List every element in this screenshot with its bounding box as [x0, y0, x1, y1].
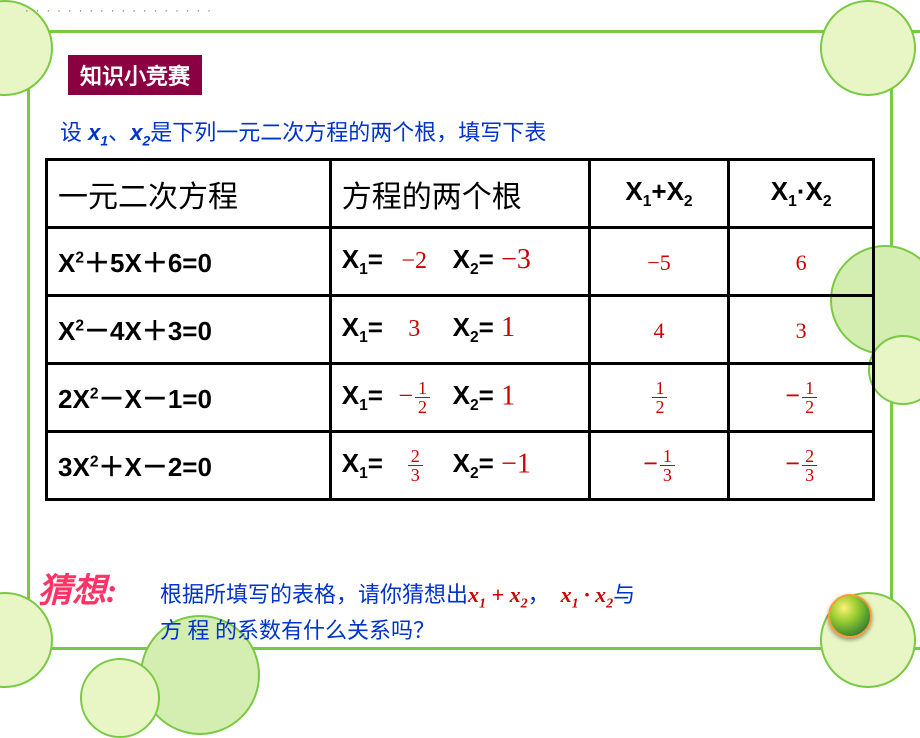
hdr-roots: 方程的两个根 [330, 160, 589, 228]
cell-sum: 12 [589, 364, 729, 432]
cell-roots: X1= 23 X2= −1 [330, 432, 589, 500]
equation-table: 一元二次方程 方程的两个根 X1+X2 X1·X2 X2＋5X＋6=0X1= −… [45, 158, 875, 501]
hdr-prod: X1·X2 [729, 160, 874, 228]
border-top [0, 30, 920, 33]
section-badge: 知识小竞赛 [68, 55, 202, 95]
table-row: 2X2－X－1=0X1= −12 X2= 112−12 [47, 364, 874, 432]
intro-prefix: 设 [60, 120, 88, 145]
table-row: 3X2＋X－2=0X1= 23 X2= −1−13−23 [47, 432, 874, 500]
toolbar-hint: · · · · · · · · · · · · · · · · · · [25, 5, 213, 23]
cell-prod: 6 [729, 228, 874, 296]
intro-text: 设 x1、x2是下列一元二次方程的两个根，填写下表 [60, 115, 546, 148]
cell-prod: −23 [729, 432, 874, 500]
cell-prod: −12 [729, 364, 874, 432]
table-row: X2－4X＋3=0X1= 3 X2= 143 [47, 296, 874, 364]
cell-sum: −13 [589, 432, 729, 500]
cell-equation: 3X2＋X－2=0 [47, 432, 331, 500]
table-header-row: 一元二次方程 方程的两个根 X1+X2 X1·X2 [47, 160, 874, 228]
hdr-sum: X1+X2 [589, 160, 729, 228]
cell-sum: 4 [589, 296, 729, 364]
cell-roots: X1= −2 X2= −3 [330, 228, 589, 296]
guess-label: 猜想: [38, 563, 117, 612]
cell-sum: −5 [589, 228, 729, 296]
cell-roots: X1= 3 X2= 1 [330, 296, 589, 364]
border-left [27, 57, 30, 647]
cell-roots: X1= −12 X2= 1 [330, 364, 589, 432]
bg-circle [820, 0, 916, 96]
table-row: X2＋5X＋6=0X1= −2 X2= −3−56 [47, 228, 874, 296]
cell-equation: X2－4X＋3=0 [47, 296, 331, 364]
bg-circle [80, 658, 160, 738]
border-bottom [0, 647, 920, 650]
cell-prod: 3 [729, 296, 874, 364]
guess-text: 根据所填写的表格，请你猜想出x1 + x2， x1 · x2与 方 程 的系数有… [160, 578, 635, 647]
intro-suffix: 是下列一元二次方程的两个根，填写下表 [150, 120, 546, 145]
cell-equation: 2X2－X－1=0 [47, 364, 331, 432]
next-button[interactable] [828, 594, 872, 638]
hdr-equation: 一元二次方程 [47, 160, 331, 228]
cell-equation: X2＋5X＋6=0 [47, 228, 331, 296]
